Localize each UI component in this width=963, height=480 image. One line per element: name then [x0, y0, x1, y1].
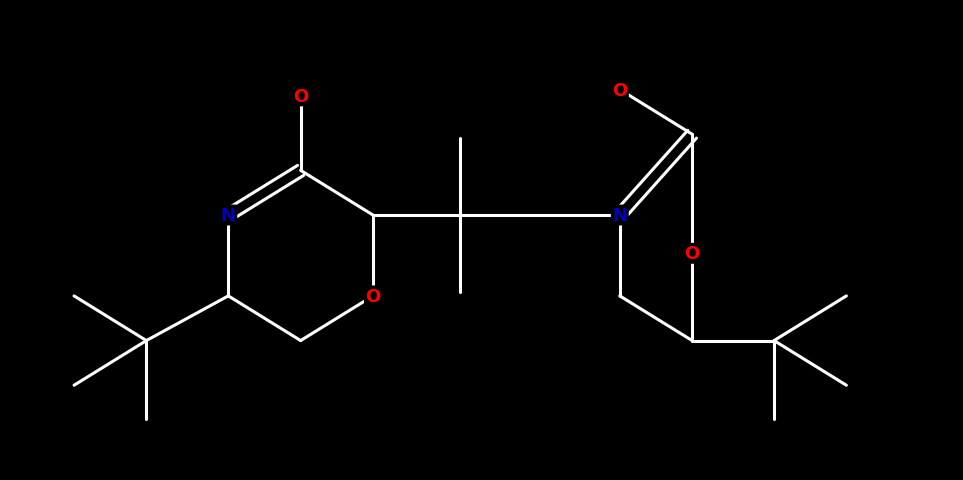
Text: N: N	[221, 206, 236, 225]
Text: N: N	[612, 206, 627, 225]
Text: O: O	[293, 88, 308, 106]
Text: O: O	[365, 288, 380, 305]
Text: O: O	[612, 81, 628, 99]
Text: O: O	[685, 245, 700, 263]
